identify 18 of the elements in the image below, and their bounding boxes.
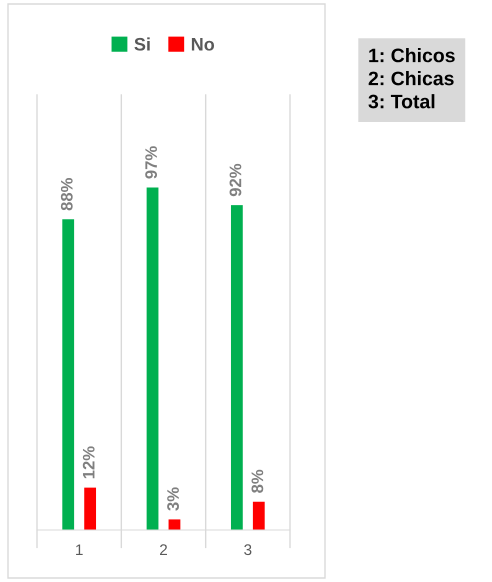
legend-label: No xyxy=(192,38,214,51)
x-tick-label: 2 xyxy=(160,544,167,555)
data-label: 8% xyxy=(251,470,264,493)
bar xyxy=(168,519,180,530)
bar xyxy=(84,488,96,530)
text: 1: Chicos 2: Chicas 3: Total xyxy=(368,48,455,108)
legend-label: Si xyxy=(134,37,150,51)
bar xyxy=(146,187,158,530)
data-label: 88% xyxy=(60,178,73,210)
data-label: 92% xyxy=(230,164,242,196)
bar xyxy=(62,219,74,530)
x-tick-label: 1 xyxy=(76,544,83,555)
data-label: 3% xyxy=(167,487,179,511)
x-tick-label: 3 xyxy=(244,544,252,556)
data-label: 97% xyxy=(145,146,158,179)
data-label: 12% xyxy=(82,446,95,478)
bar xyxy=(252,502,265,530)
bar xyxy=(230,205,243,530)
